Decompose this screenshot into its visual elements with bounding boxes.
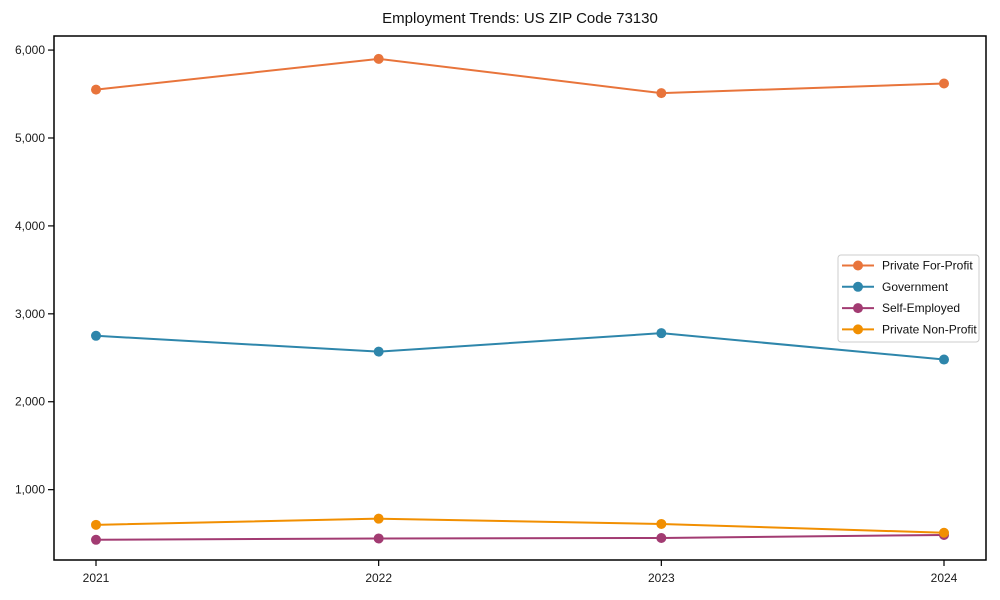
y-tick-label: 6,000: [15, 43, 45, 57]
data-point-marker: [373, 533, 384, 544]
x-tick-label: 2022: [365, 571, 392, 585]
data-point-marker: [373, 346, 384, 357]
data-point-marker: [656, 533, 667, 544]
data-point-marker: [656, 88, 667, 99]
y-tick-label: 3,000: [15, 307, 45, 321]
data-point-marker: [91, 330, 101, 341]
plot-border: [53, 35, 987, 561]
y-tick-label: 1,000: [15, 483, 45, 497]
legend-marker-dot: [853, 324, 863, 335]
legend-item-label: Self-Employed: [882, 301, 960, 315]
y-tick-label: 5,000: [15, 131, 45, 145]
chart-title: Employment Trends: US ZIP Code 73130: [382, 10, 658, 27]
legend-marker-dot: [853, 281, 863, 292]
data-point-marker: [656, 518, 667, 529]
data-point-marker: [373, 53, 384, 64]
series-line: [95, 533, 945, 541]
data-point-marker: [91, 534, 101, 545]
y-tick-label: 4,000: [15, 219, 45, 233]
data-point-marker: [939, 527, 949, 538]
data-point-marker: [939, 78, 949, 89]
data-point-marker: [373, 513, 384, 524]
legend-box: [837, 254, 980, 343]
data-point-marker: [91, 84, 101, 95]
x-tick-label: 2024: [931, 571, 958, 585]
series-line: [95, 57, 945, 95]
x-tick-label: 2021: [83, 571, 110, 585]
legend-marker-dot: [853, 260, 863, 271]
series-line: [95, 517, 945, 534]
legend-marker-dot: [853, 303, 863, 314]
x-tick-label: 2023: [648, 571, 675, 585]
legend-item-label: Private Non-Profit: [882, 322, 977, 336]
data-point-marker: [91, 519, 101, 530]
series-line: [95, 332, 945, 361]
legend-item-label: Government: [882, 280, 949, 294]
data-point-marker: [939, 354, 949, 365]
y-tick-label: 2,000: [15, 395, 45, 409]
legend-item-label: Private For-Profit: [882, 259, 973, 273]
data-point-marker: [656, 328, 667, 339]
